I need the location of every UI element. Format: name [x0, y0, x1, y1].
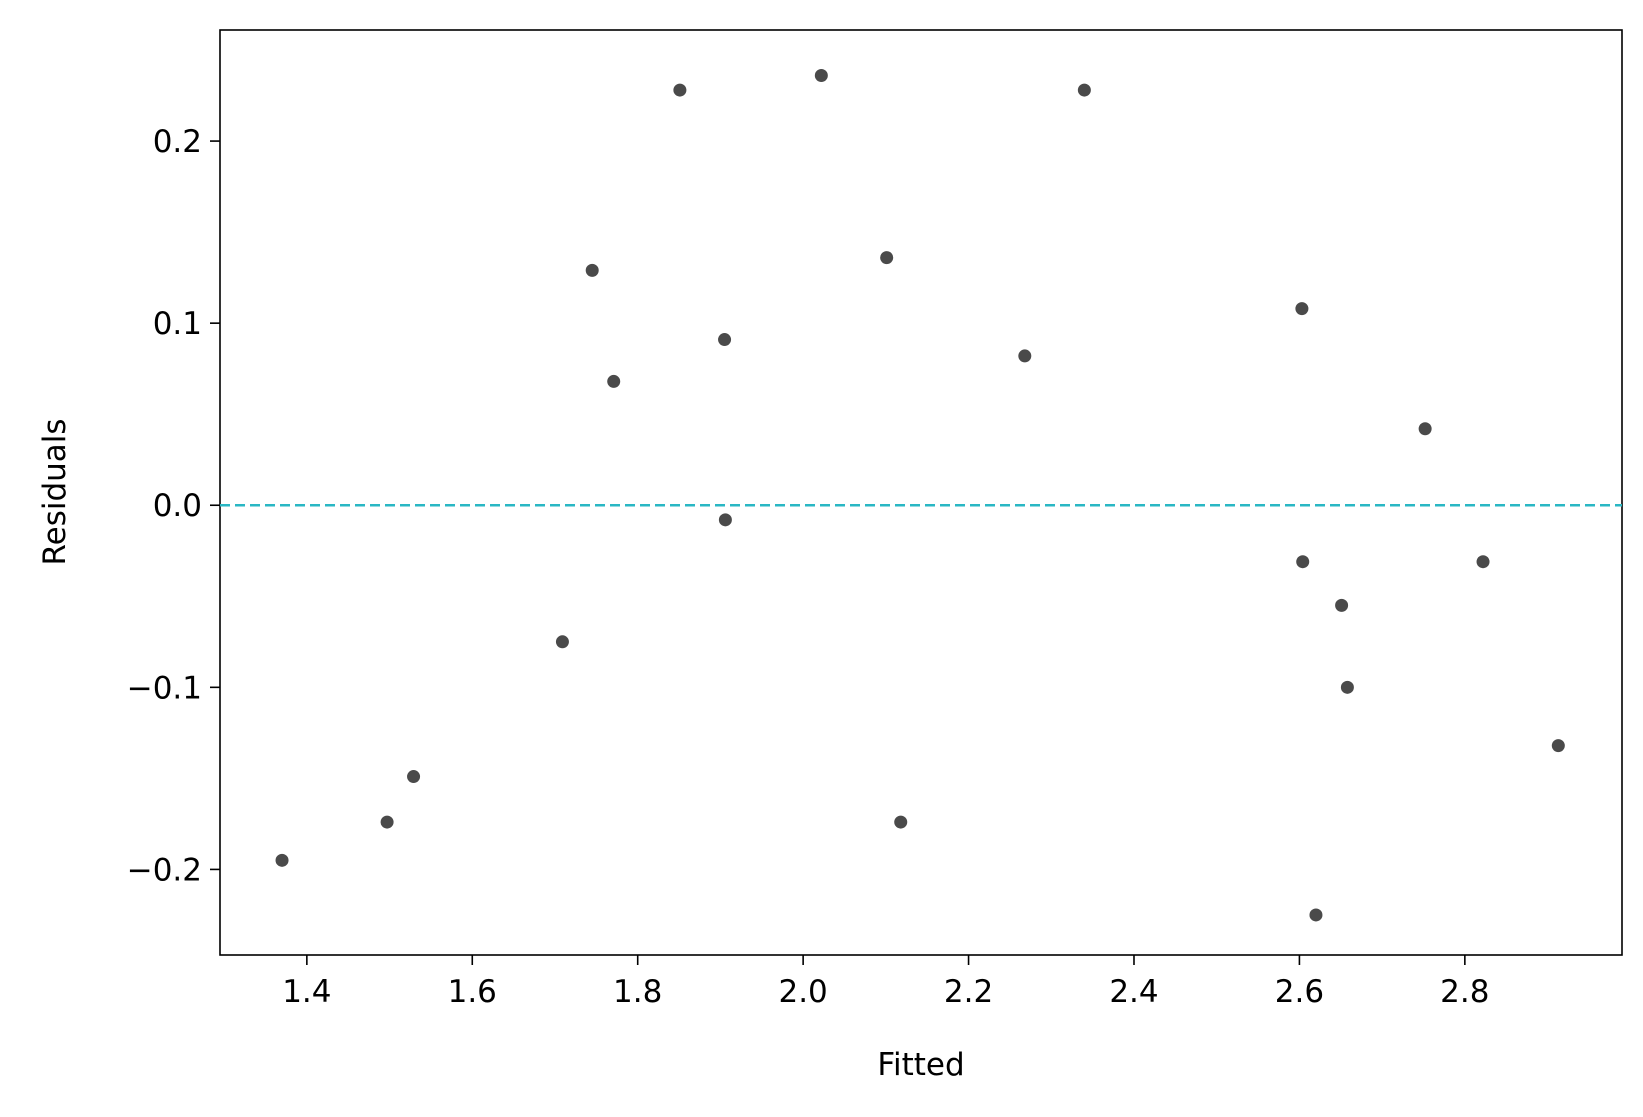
data-point — [1296, 555, 1310, 569]
data-point — [1018, 349, 1032, 363]
y-tick-label: 0.2 — [153, 124, 202, 160]
data-point — [275, 853, 289, 867]
data-point — [585, 263, 599, 277]
data-point — [718, 513, 732, 527]
data-point — [880, 251, 894, 265]
data-point — [1418, 422, 1432, 436]
x-tick-label: 2.2 — [944, 974, 993, 1010]
data-point — [1309, 908, 1323, 922]
data-point — [407, 770, 421, 784]
data-point — [1335, 598, 1349, 612]
data-point — [607, 374, 621, 388]
x-tick-label: 2.6 — [1275, 974, 1324, 1010]
x-tick-label: 2.8 — [1440, 974, 1489, 1010]
y-tick-label: −0.1 — [127, 670, 202, 706]
data-point — [380, 815, 394, 829]
y-axis-label: Residuals — [37, 418, 73, 565]
data-point — [555, 635, 569, 649]
x-tick-label: 2.0 — [778, 974, 827, 1010]
y-tick-label: 0.1 — [153, 306, 202, 342]
x-axis: 1.4 1.6 1.8 2.0 2.2 2.4 2.6 2.8 — [282, 955, 1489, 1010]
y-axis: −0.2 −0.1 0.0 0.1 0.2 — [127, 124, 220, 888]
x-tick-label: 1.6 — [448, 974, 497, 1010]
scatter-points — [275, 69, 1565, 922]
x-tick-label: 1.8 — [613, 974, 662, 1010]
x-tick-label: 1.4 — [282, 974, 331, 1010]
data-point — [1551, 739, 1565, 753]
x-axis-label: Fitted — [877, 1047, 964, 1083]
data-point — [673, 83, 687, 97]
data-point — [1340, 680, 1354, 694]
data-point — [718, 333, 732, 347]
plot-frame — [219, 29, 1623, 956]
data-point — [814, 69, 828, 83]
y-tick-label: 0.0 — [153, 488, 202, 524]
data-point — [1077, 83, 1091, 97]
data-point — [1476, 555, 1490, 569]
x-tick-label: 2.4 — [1109, 974, 1158, 1010]
data-point — [1295, 302, 1309, 316]
data-point — [894, 815, 908, 829]
y-tick-label: −0.2 — [127, 852, 202, 888]
